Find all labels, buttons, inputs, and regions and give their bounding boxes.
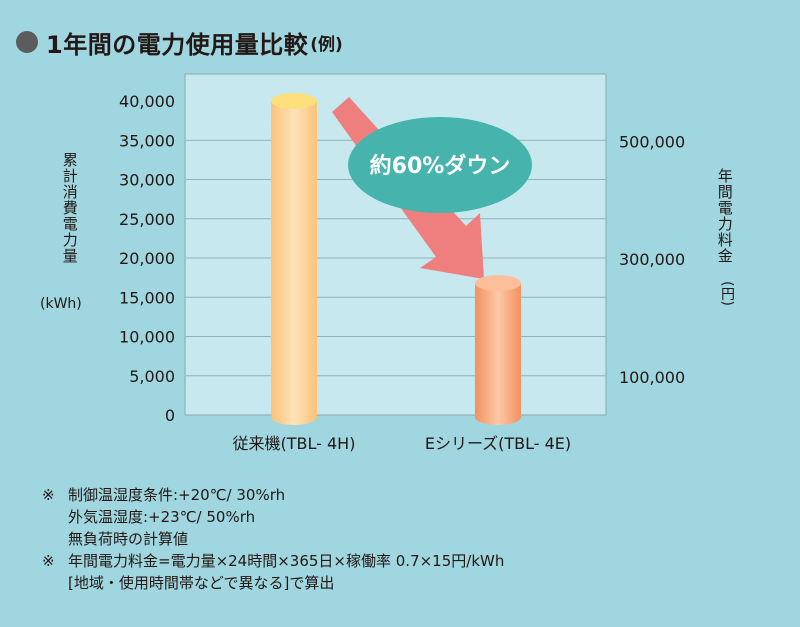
footnote-2: ※ 年間電力料金=電力量×24時間×365日×稼働率 0.7×15円/kWh [42, 550, 504, 572]
y2-tick-label: 500,000 [619, 132, 685, 151]
annotation-label: 約60%ダウン [370, 153, 511, 179]
y-tick-label: 40,000 [119, 92, 175, 111]
note-line: 制御温湿度条件:+20℃/ 30%rh [68, 486, 286, 504]
chart-title-suffix: (例) [310, 34, 343, 55]
y-tick-label: 30,000 [119, 171, 175, 190]
y-tick-label: 15,000 [119, 288, 175, 307]
bar-chart: 40,000 35,000 30,000 25,000 20,000 15,000 10,0… [119, 73, 685, 453]
bars [271, 93, 521, 425]
y-tick-label: 5,000 [129, 367, 175, 386]
x-axis-categories: 従来機(TBL- 4H) Eシリーズ(TBL- 4E) [233, 434, 572, 453]
y2-tick-label: 300,000 [619, 250, 685, 269]
bar [475, 283, 521, 415]
note-line: 年間電力料金=電力量×24時間×365日×稼働率 0.7×15円/kWh [68, 552, 505, 570]
bar [271, 101, 317, 415]
y-tick-label: 20,000 [119, 249, 175, 268]
bar-base [271, 409, 317, 425]
y-tick-label: 10,000 [119, 328, 175, 347]
y2-axis-unit: (円) [719, 281, 735, 306]
note-mark: ※ [42, 552, 55, 570]
note-mark: ※ [42, 486, 55, 504]
note-line: [地域・使用時間帯などで異なる]で算出 [68, 574, 335, 592]
annotation: 約60%ダウン [348, 117, 532, 213]
footnote-1: ※ 制御温湿度条件:+20℃/ 30%rh [42, 484, 504, 506]
bar-top [475, 275, 521, 292]
footnotes: ※ 制御温湿度条件:+20℃/ 30%rh 外気温湿度:+23℃/ 50%rh … [42, 484, 504, 594]
y-tick-label: 25,000 [119, 210, 175, 229]
y-axis-label: 累計消費電力量 [60, 152, 79, 264]
chart-title-group: 1年間の電力使用量比較 (例) [16, 24, 343, 60]
bullet-icon [16, 31, 38, 53]
y-axis-ticks: 40,000 35,000 30,000 25,000 20,000 15,000 10,0… [119, 92, 175, 425]
y2-axis-label: 年間電力料金 [715, 168, 734, 264]
annotation-bubble [348, 117, 532, 213]
x-category-label: Eシリーズ(TBL- 4E) [425, 434, 571, 453]
note-line: 外気温湿度:+23℃/ 50%rh [68, 508, 256, 526]
y-axis-unit: (kWh) [40, 296, 82, 312]
chart-title: 1年間の電力使用量比較 [46, 30, 309, 59]
y-tick-label: 0 [165, 406, 175, 425]
y2-tick-label: 100,000 [619, 368, 685, 387]
y-tick-label: 35,000 [119, 131, 175, 150]
bar-base [475, 409, 521, 425]
y2-axis-ticks: 500,000 300,000 100,000 [619, 132, 685, 387]
x-category-label: 従来機(TBL- 4H) [233, 434, 356, 453]
bar-top [271, 93, 317, 109]
note-line: 無負荷時の計算値 [68, 530, 189, 548]
